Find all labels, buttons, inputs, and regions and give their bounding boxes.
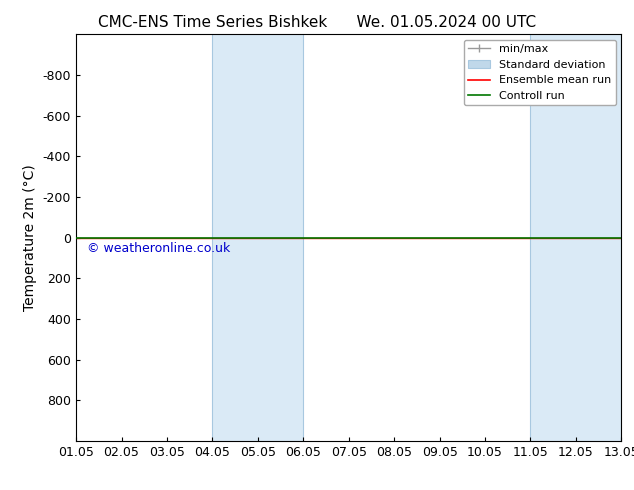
Bar <box>212 34 303 441</box>
Bar <box>531 34 621 441</box>
Text: CMC-ENS Time Series Bishkek      We. 01.05.2024 00 UTC: CMC-ENS Time Series Bishkek We. 01.05.20… <box>98 15 536 30</box>
Y-axis label: Temperature 2m (°C): Temperature 2m (°C) <box>23 164 37 311</box>
Text: © weatheronline.co.uk: © weatheronline.co.uk <box>87 242 230 255</box>
Legend: min/max, Standard deviation, Ensemble mean run, Controll run: min/max, Standard deviation, Ensemble me… <box>463 40 616 105</box>
